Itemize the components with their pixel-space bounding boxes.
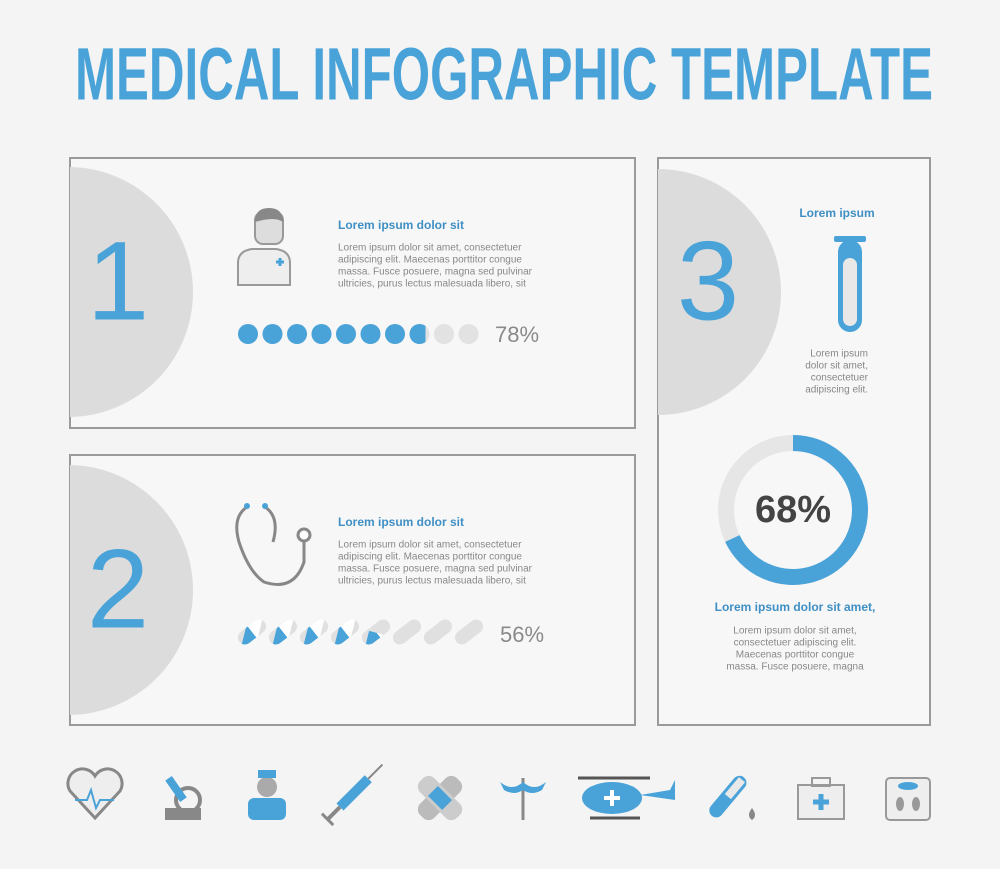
body-text: massa. Fusce posuere, magna sed pulvinar xyxy=(338,267,533,278)
body-text: Maecenas porttitor congue xyxy=(736,650,855,661)
body-text: massa. Fusce posuere, magna sed pulvinar xyxy=(338,564,533,575)
donut-arc xyxy=(725,435,868,585)
panel-number: 1 xyxy=(87,219,149,344)
pill-track xyxy=(454,619,484,645)
pill xyxy=(330,619,360,645)
dot-fill xyxy=(385,324,405,344)
pill xyxy=(237,619,267,645)
stethoscope-icon xyxy=(235,503,312,586)
pill-track xyxy=(392,619,422,645)
percent-label: 78% xyxy=(495,322,539,347)
heading: Lorem ipsum xyxy=(799,206,874,220)
pill-track xyxy=(423,619,453,645)
icon-row xyxy=(66,763,931,827)
pill xyxy=(268,619,298,645)
body-text: Lorem ipsum dolor sit amet, consectetuer xyxy=(338,243,522,254)
panel-number: 2 xyxy=(87,527,149,652)
percent-label: 68% xyxy=(755,489,831,531)
body-text: Lorem ipsum dolor sit amet, consectetuer xyxy=(338,540,522,551)
body-text: dolor sit amet, xyxy=(805,361,868,372)
dot-fill xyxy=(409,324,426,344)
body-text: adipiscing elit. Maecenas porttitor cong… xyxy=(338,552,522,563)
dot-fill xyxy=(360,324,381,344)
dot-fill xyxy=(238,324,258,344)
panel-circle xyxy=(70,465,193,715)
body-text: consectetuer xyxy=(811,373,869,384)
panel-number: 3 xyxy=(677,219,739,344)
dot-fill xyxy=(336,324,356,344)
body-text: consectetuer adipiscing elit. xyxy=(734,638,857,649)
pill xyxy=(392,619,422,645)
heading: Lorem ipsum dolor sit xyxy=(338,218,464,232)
panel-circle xyxy=(658,169,781,415)
body-text: adipiscing elit. xyxy=(805,385,868,396)
dot-fill xyxy=(262,324,283,344)
body-text: Lorem ipsum xyxy=(810,349,868,360)
dot-track xyxy=(458,324,479,344)
pill xyxy=(299,619,329,645)
pill xyxy=(361,619,391,645)
pill xyxy=(423,619,453,645)
heading: Lorem ipsum dolor sit xyxy=(338,515,464,529)
body-text: adipiscing elit. Maecenas porttitor cong… xyxy=(338,255,522,266)
doctor-icon xyxy=(237,208,291,286)
heading: Lorem ipsum dolor sit amet, xyxy=(715,600,876,614)
dot-fill xyxy=(287,324,307,344)
panel-circle xyxy=(70,167,193,417)
dot-track xyxy=(434,324,454,344)
body-text: ultricies, purus lectus malesuada libero… xyxy=(338,279,526,290)
body-text: Lorem ipsum dolor sit amet, xyxy=(733,626,856,637)
body-text: massa. Fusce posuere, magna xyxy=(726,662,864,673)
title: MEDICAL INFOGRAPHIC TEMPLATE xyxy=(75,33,933,116)
pill xyxy=(454,619,484,645)
body-text: ultricies, purus lectus malesuada libero… xyxy=(338,576,526,587)
test-tube-icon xyxy=(834,236,866,332)
percent-label: 56% xyxy=(500,622,544,647)
dot-fill xyxy=(311,324,332,344)
